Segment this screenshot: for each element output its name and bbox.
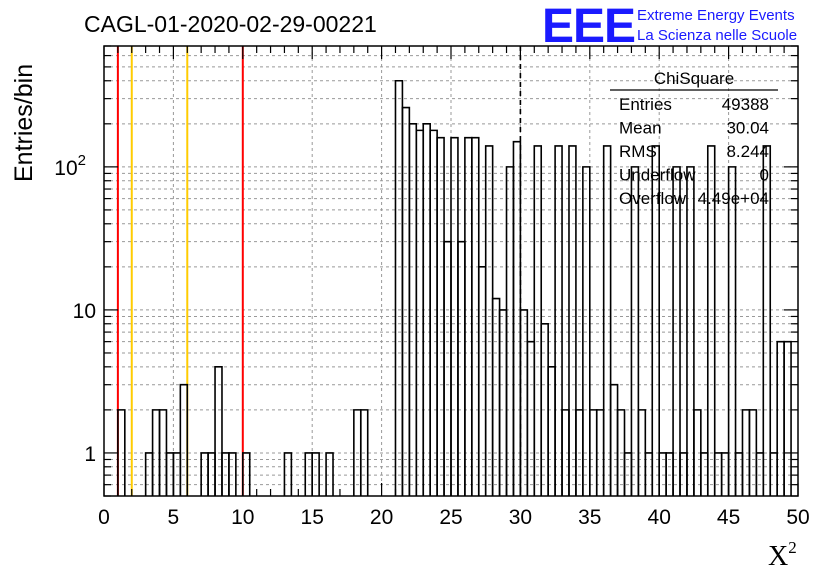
histogram-bin <box>498 309 508 496</box>
histogram-bin <box>630 166 640 496</box>
histogram-bin <box>429 129 438 496</box>
histogram-bin <box>228 452 237 496</box>
x-tick-label: 25 <box>439 506 462 529</box>
histogram-bin <box>394 79 404 496</box>
eee-logo-mark: EEE <box>542 0 635 53</box>
stats-row-value: 30.04 <box>726 119 769 138</box>
histogram-bin <box>505 166 515 496</box>
histogram-bin <box>554 145 563 496</box>
histogram-bin <box>443 240 452 496</box>
histogram-bin <box>179 383 189 496</box>
histogram-bin <box>477 266 487 496</box>
x-tick-label: 5 <box>168 506 180 529</box>
histogram-bin <box>457 240 466 496</box>
stats-row-label: Underflow <box>619 166 696 185</box>
histogram-bin <box>547 366 556 496</box>
histogram-bin <box>568 145 577 496</box>
stats-row-value: 0 <box>760 166 769 185</box>
x-tick-label: 0 <box>98 506 110 529</box>
stats-row-label: Mean <box>619 119 662 138</box>
histogram-bin <box>783 340 792 496</box>
histogram-bin <box>283 452 293 496</box>
x-tick-label: 50 <box>786 506 809 529</box>
stats-box-rows: Entries 49388 Mean 30.04 RMS 8.244 Underflow 0 O… <box>619 95 769 208</box>
histogram-bin <box>686 166 695 496</box>
x-tick-label: 15 <box>301 506 324 529</box>
histogram-bin <box>533 145 543 496</box>
reference-lines <box>116 46 522 496</box>
histogram-bin <box>762 145 772 496</box>
histogram-bin <box>415 129 425 496</box>
eee-logo-line1: Extreme Energy Events <box>637 7 795 24</box>
histogram-bin <box>401 106 411 496</box>
histogram-bin <box>651 145 660 496</box>
histogram-bin <box>519 309 529 496</box>
histogram-bin <box>602 145 612 496</box>
histogram-bin <box>311 452 320 496</box>
stats-box-title: ChiSquare <box>654 69 734 88</box>
x-tick-label: 30 <box>509 506 532 529</box>
x-axis-label-superscript: 2 <box>788 538 797 557</box>
x-axis-label-base: X <box>768 541 788 572</box>
histogram-bin <box>359 409 369 496</box>
histogram-bin <box>727 166 737 496</box>
chart-title: CAGL-01-2020-02-29-00221 <box>84 11 377 37</box>
stats-row-label: RMS <box>619 142 657 161</box>
histogram-bin <box>325 452 334 496</box>
histogram-bin <box>526 340 536 496</box>
y-tick-label: 102 <box>54 152 86 180</box>
x-tick-label: 40 <box>648 506 671 529</box>
stats-box: ChiSquare Entries 49388 Mean 30.04 RMS 8.244 U… <box>610 69 778 208</box>
stats-row-value: 8.244 <box>726 142 769 161</box>
histogram-bin <box>214 366 223 496</box>
histogram-bin <box>776 340 785 496</box>
y-tick-label-superscript: 2 <box>78 152 86 169</box>
x-axis-label: X2 <box>768 538 797 572</box>
histogram-bin <box>242 452 251 496</box>
stats-row-value: 4.49e+04 <box>698 189 769 208</box>
stats-row-label: Overflow <box>619 189 687 208</box>
histogram-bin <box>672 166 681 496</box>
y-tick-label-base: 10 <box>54 157 77 180</box>
x-axis-ticks: 0 5 10 15 20 25 30 35 40 45 50 <box>98 46 810 529</box>
x-tick-label: 10 <box>231 506 254 529</box>
histogram-bin <box>706 145 716 496</box>
histogram-bin <box>582 166 591 496</box>
stats-row-value: 49388 <box>722 95 769 114</box>
x-tick-label: 35 <box>578 506 601 529</box>
stats-row-label: Entries <box>619 95 672 114</box>
histogram <box>117 79 792 496</box>
eee-logo: EEE Extreme Energy Events La Scienza nel… <box>542 0 797 53</box>
y-axis-label: Entries/bin <box>10 64 38 182</box>
eee-logo-line2: La Scienza nelle Scuole <box>637 27 797 44</box>
y-tick-label: 1 <box>84 443 96 466</box>
x-tick-label: 20 <box>370 506 393 529</box>
y-tick-label: 10 <box>73 300 96 323</box>
histogram-bin <box>512 140 522 496</box>
x-tick-label: 45 <box>717 506 740 529</box>
histogram-bin <box>609 383 619 496</box>
